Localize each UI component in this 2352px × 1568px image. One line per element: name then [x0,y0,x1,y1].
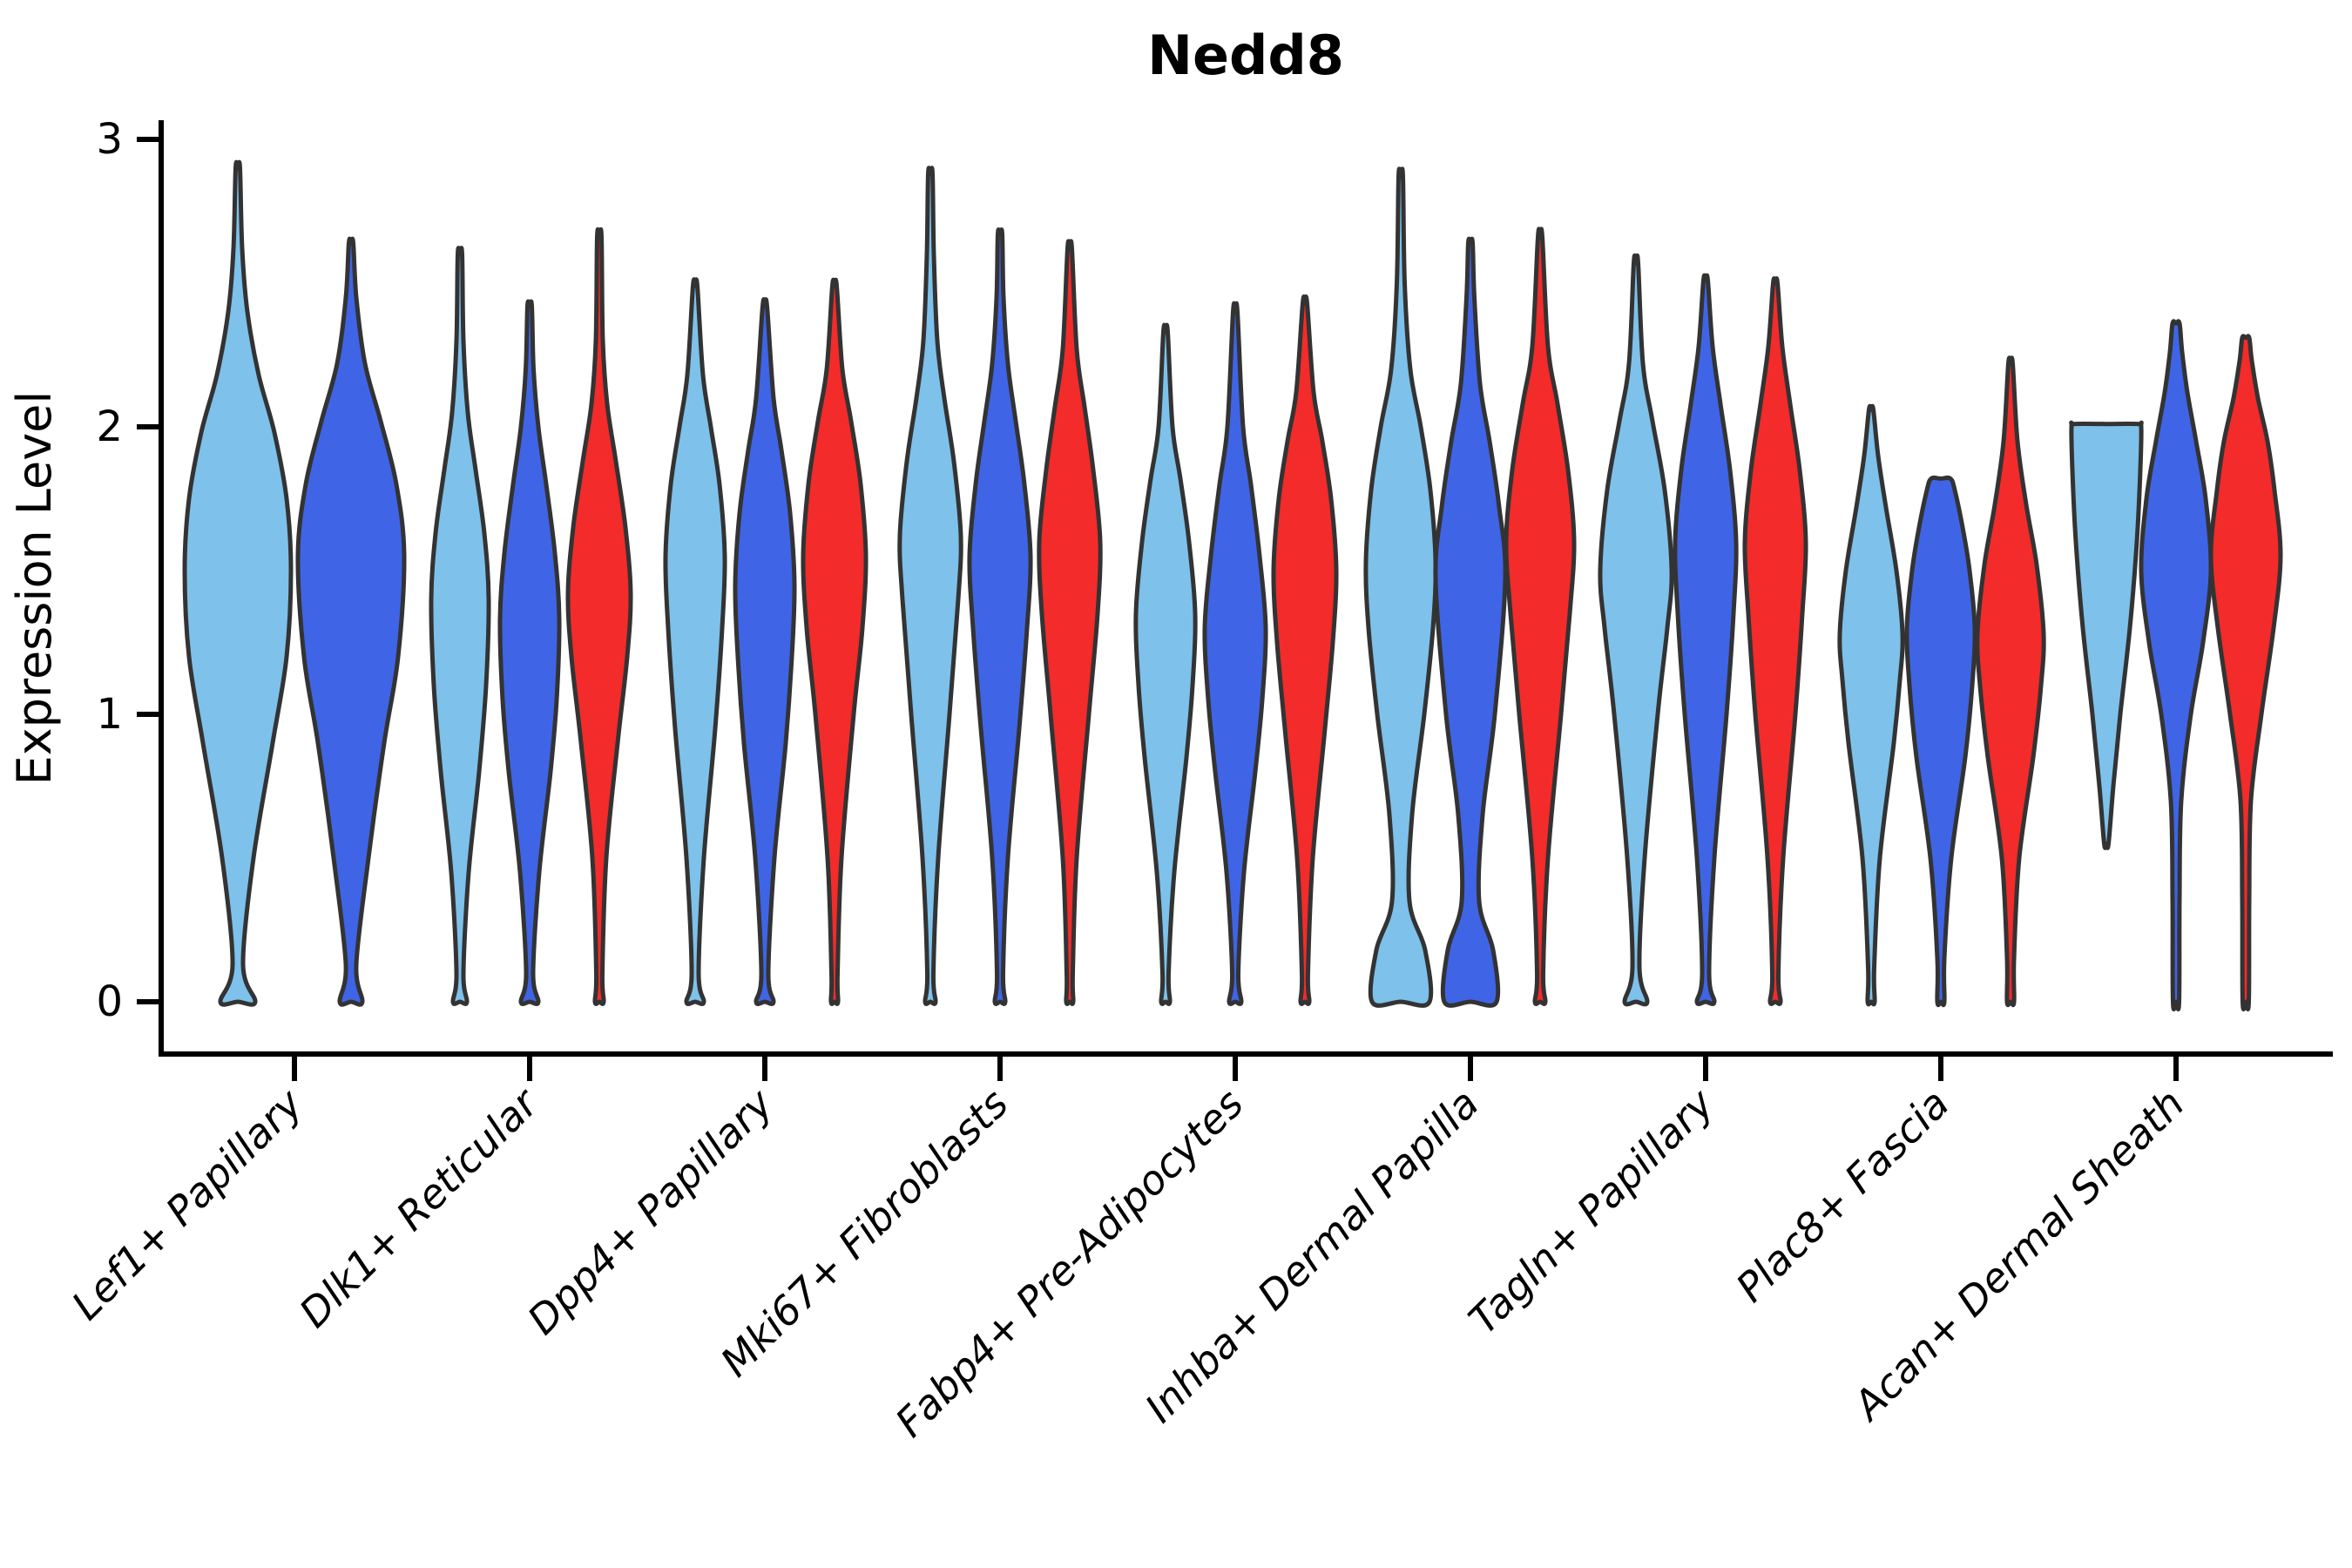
violin-acan-split-3 [2208,334,2283,1011]
violin-acan-split-2 [2139,319,2213,1011]
violin-fabp4-split-2 [1202,301,1268,1006]
violin-mki67-split-2 [967,227,1033,1006]
y-tick-label: 0 [96,977,123,1026]
violin-tagln-split-3 [1742,276,1808,1006]
plot-title: Nedd8 [1147,24,1344,87]
violin-mki67-split-3 [1037,239,1103,1006]
violin-layer [182,159,2283,1011]
violin-plac8-split-2 [1904,475,1977,1008]
violin-fabp4-split-3 [1271,294,1339,1006]
violin-tagln-split-1 [1598,253,1674,1007]
y-tick-label: 2 [96,402,123,451]
violin-inhba-split-2 [1433,236,1508,1008]
y-tick-label: 3 [96,115,123,164]
violin-dpp4-split-3 [801,277,868,1006]
violin-lef1-split-2 [295,236,407,1007]
violin-acan-split-1 [2069,420,2144,850]
violin-plac8-split-3 [1975,355,2046,1008]
violin-fabp4-split-1 [1133,322,1198,1006]
violin-tagln-split-2 [1673,273,1739,1006]
violin-dlk1-split-1 [429,246,491,1006]
violin-inhba-split-1 [1363,166,1438,1008]
violin-dpp4-split-2 [733,297,797,1006]
violin-inhba-split-3 [1504,226,1577,1006]
y-axis-label: Expression Level [7,391,62,786]
y-tick-label: 1 [96,690,123,739]
violin-dpp4-split-1 [663,277,727,1006]
violin-lef1-split-1 [182,159,294,1007]
violin-dlk1-split-3 [565,226,633,1006]
violin-dlk1-split-2 [497,299,562,1006]
violin-mki67-split-1 [897,166,963,1006]
axis-layer [137,120,2333,1081]
violin-plac8-split-1 [1837,403,1905,1007]
